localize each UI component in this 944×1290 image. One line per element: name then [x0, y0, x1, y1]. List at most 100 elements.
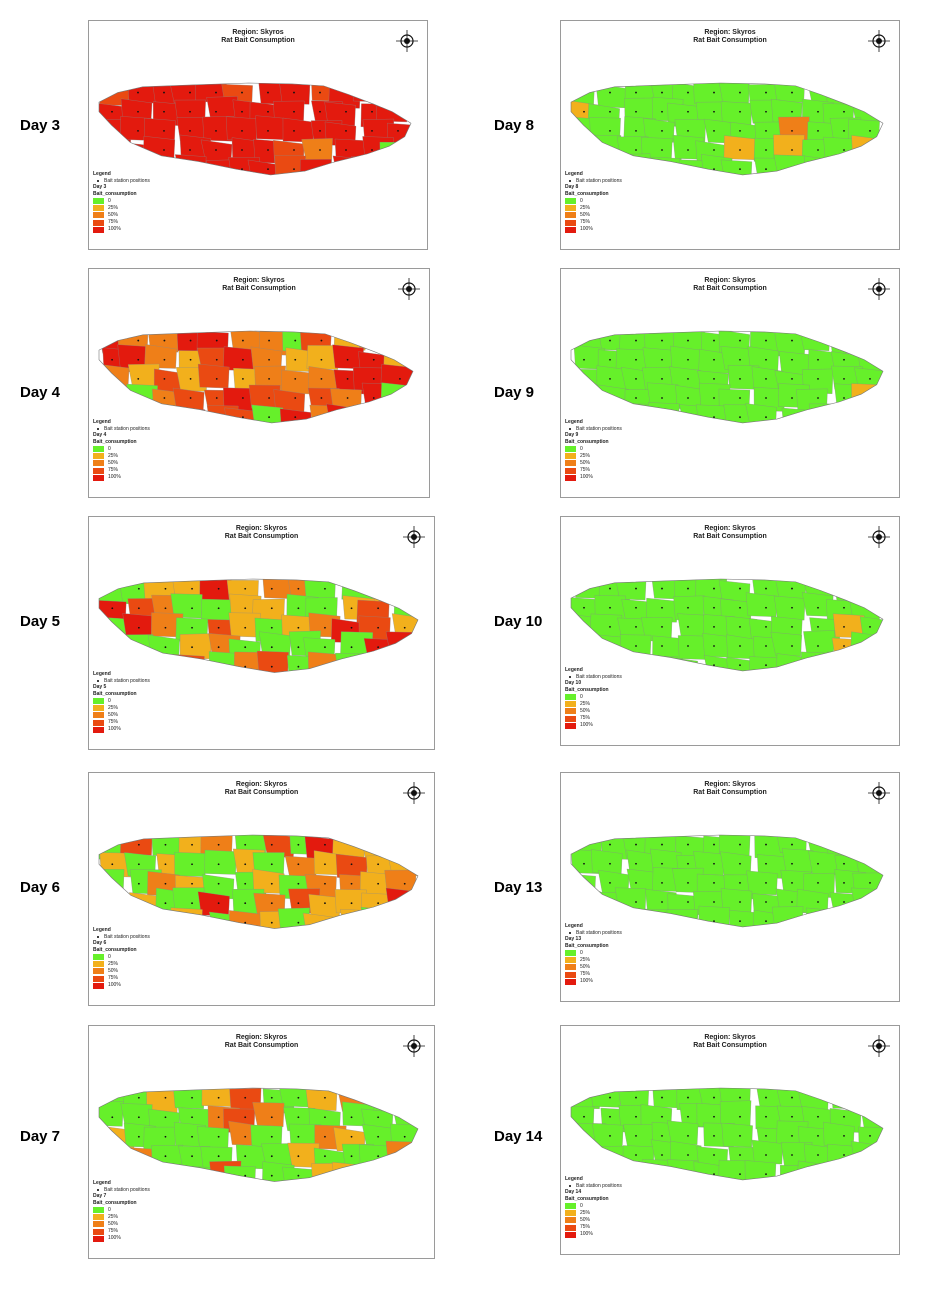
bait-station-dot-icon — [843, 625, 845, 628]
bait-station-dot-icon — [609, 1115, 611, 1118]
legend-swatch — [93, 205, 104, 212]
legend-class-row: 50% — [93, 1221, 150, 1228]
bait-station-dot-icon — [377, 626, 380, 629]
legend-class-label: 75% — [580, 219, 591, 226]
bait-station-dot-icon — [111, 110, 113, 113]
legend-swatch — [93, 460, 104, 467]
legend-bait-station: Bait station positions — [565, 674, 622, 681]
bait-zone-cell — [621, 908, 653, 927]
bait-station-dot-icon — [635, 645, 637, 647]
bait-station-dot-icon — [635, 358, 637, 361]
compass-north-arrow-icon — [868, 278, 890, 300]
legend-point-label: Bait station positions — [576, 673, 622, 680]
bait-station-dot-icon — [217, 902, 220, 905]
bait-station-dot-icon — [399, 377, 401, 380]
bait-station-dot-icon — [661, 645, 663, 647]
bait-station-dot-icon — [713, 606, 715, 609]
legend-bait-station: Bait station positions — [93, 678, 150, 685]
bait-zone-cell — [850, 156, 883, 175]
legend-class-row: 25% — [93, 1214, 150, 1221]
bait-station-dot-icon — [687, 358, 689, 361]
legend-class-label: 25% — [108, 960, 119, 967]
bait-zone-cell — [828, 331, 861, 355]
bait-station-dot-icon — [843, 110, 845, 113]
bait-station-dot-icon — [843, 645, 845, 647]
bait-zone-cell — [571, 369, 602, 394]
bait-station-dot-icon — [791, 129, 793, 132]
legend-swatch — [93, 719, 104, 726]
bait-station-dot-icon — [635, 881, 637, 884]
bait-station-dot-icon — [713, 920, 715, 923]
bait-station-dot-icon — [609, 587, 611, 590]
legend-day: Day 3 — [93, 184, 107, 191]
bait-station-dot-icon — [297, 626, 300, 629]
island-map — [570, 1035, 890, 1181]
legend-swatch — [93, 1235, 104, 1242]
bait-station-dot-icon — [661, 587, 663, 590]
bait-station-dot-icon — [191, 587, 193, 590]
bait-zone-cell — [833, 579, 865, 602]
legend-class-label: 50% — [108, 460, 119, 467]
bait-station-dot-icon — [713, 339, 715, 342]
legend-swatch — [565, 978, 576, 985]
map-title-subtitle: Rat Bait Consumption — [224, 1042, 299, 1049]
legend-class-label: 0 — [580, 445, 583, 452]
bait-zone-cell — [101, 389, 133, 414]
bait-station-dot-icon — [843, 1115, 845, 1118]
legend-field: Bait_consumption — [565, 686, 609, 693]
bait-zone-cell — [773, 83, 805, 103]
bait-zone-cell — [720, 159, 753, 175]
map-title-subtitle: Rat Bait Consumption — [693, 789, 767, 796]
bait-zone-cell — [592, 1123, 624, 1148]
bait-station-dot-icon — [569, 931, 571, 934]
bait-station-dot-icon — [215, 397, 218, 399]
bait-station-dot-icon — [635, 149, 637, 151]
bait-zone-cell — [174, 852, 207, 877]
bait-station-dot-icon — [137, 1096, 140, 1099]
bait-station-dot-icon — [189, 149, 191, 151]
legend-day: Day 14 — [565, 1189, 582, 1196]
legend-swatch — [565, 722, 576, 729]
legend-swatch — [565, 971, 576, 978]
legend-class-label: 0 — [108, 445, 111, 452]
bait-station-dot-icon — [242, 397, 244, 399]
bait-zone-cell — [252, 1102, 285, 1127]
bait-station-dot-icon — [350, 1155, 353, 1158]
bait-zone-cell — [797, 1160, 830, 1180]
bait-station-dot-icon — [189, 91, 191, 94]
legend-swatch — [565, 1231, 576, 1238]
bait-zone-cell — [385, 887, 418, 913]
legend-class-row: 0 — [565, 949, 622, 956]
legend-swatch — [93, 467, 104, 474]
legend-swatch — [93, 212, 104, 219]
bait-station-dot-icon — [739, 1154, 741, 1156]
bait-station-dot-icon — [215, 149, 217, 151]
bait-station-dot-icon — [765, 625, 767, 628]
legend-field: Bait_consumption — [93, 1199, 137, 1206]
bait-station-dot-icon — [791, 91, 793, 94]
bait-station-dot-icon — [377, 1135, 380, 1138]
bait-station-dot-icon — [791, 397, 793, 399]
map-title-subtitle: Rat Bait Consumption — [693, 285, 767, 292]
bait-station-dot-icon — [297, 902, 300, 905]
bait-station-dot-icon — [297, 587, 300, 590]
bait-station-dot-icon — [268, 397, 270, 399]
bait-zone-cell — [614, 887, 647, 913]
bait-station-dot-icon — [817, 129, 819, 132]
legend-class-label: 50% — [580, 1217, 591, 1224]
bait-station-dot-icon — [739, 1134, 741, 1137]
bait-station-dot-icon — [270, 626, 273, 629]
bait-station-dot-icon — [297, 843, 300, 846]
bait-station-dot-icon — [739, 1096, 741, 1099]
bait-station-dot-icon — [713, 664, 715, 667]
bait-station-dot-icon — [661, 1096, 663, 1099]
bait-zone-cell — [589, 135, 622, 160]
bait-station-dot-icon — [765, 358, 767, 361]
legend-class-label: 75% — [108, 975, 119, 982]
legend-class-row: 100% — [93, 1235, 150, 1242]
bait-station-dot-icon — [244, 607, 247, 610]
bait-zone-cell — [623, 1124, 655, 1150]
bait-station-dot-icon — [215, 377, 218, 380]
bait-station-dot-icon — [791, 1096, 793, 1099]
legend-class-row: 25% — [565, 957, 622, 964]
